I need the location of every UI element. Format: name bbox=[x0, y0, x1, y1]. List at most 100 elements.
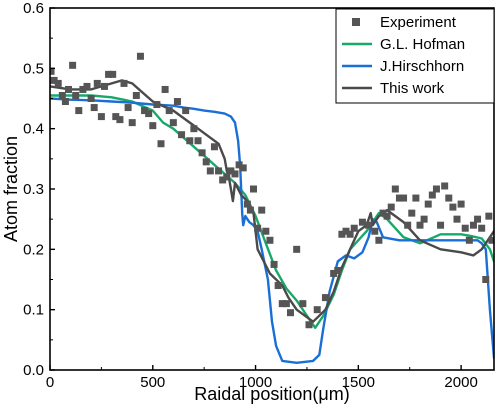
data-point-experiment bbox=[482, 276, 490, 283]
data-point-experiment bbox=[239, 164, 247, 172]
data-point-experiment bbox=[365, 221, 373, 229]
data-point-experiment bbox=[124, 104, 132, 112]
data-point-experiment bbox=[441, 182, 449, 190]
data-point-experiment bbox=[83, 82, 91, 90]
data-point-experiment bbox=[278, 300, 286, 308]
data-point-experiment bbox=[488, 236, 494, 244]
data-point-experiment bbox=[210, 143, 218, 151]
data-point-experiment bbox=[334, 266, 342, 274]
y-tick-label: 0.5 bbox=[23, 60, 44, 77]
data-point-experiment bbox=[420, 215, 428, 223]
data-point-experiment bbox=[266, 236, 274, 244]
data-point-experiment bbox=[250, 185, 257, 193]
data-point-experiment bbox=[153, 101, 161, 109]
data-point-experiment bbox=[109, 70, 117, 78]
data-point-experiment bbox=[186, 137, 194, 145]
data-point-experiment bbox=[371, 227, 379, 235]
data-point-experiment bbox=[182, 107, 190, 115]
data-point-experiment bbox=[72, 91, 80, 99]
y-tick-label: 0.1 bbox=[23, 302, 44, 319]
data-point-experiment bbox=[61, 98, 69, 106]
legend-label-experiment: Experiment bbox=[380, 14, 457, 31]
data-point-experiment bbox=[246, 206, 254, 214]
data-point-experiment bbox=[358, 218, 366, 226]
data-point-experiment bbox=[93, 79, 101, 87]
data-point-experiment bbox=[58, 91, 66, 99]
data-point-experiment bbox=[50, 67, 55, 75]
x-axis-title: Raidal position(μm) bbox=[194, 384, 349, 404]
data-point-experiment bbox=[330, 269, 338, 277]
x-tick-label: 1000 bbox=[239, 374, 272, 391]
data-point-experiment bbox=[338, 230, 346, 238]
data-point-experiment bbox=[469, 221, 477, 229]
data-point-experiment bbox=[416, 221, 424, 229]
data-point-experiment bbox=[395, 194, 403, 202]
y-tick-label: 0.0 bbox=[23, 362, 44, 379]
data-point-experiment bbox=[105, 70, 113, 78]
data-point-experiment bbox=[274, 282, 282, 290]
data-point-experiment bbox=[432, 185, 440, 193]
series-layer bbox=[50, 52, 494, 364]
x-tick-label: 1500 bbox=[342, 374, 375, 391]
data-point-experiment bbox=[219, 176, 227, 184]
data-point-experiment bbox=[178, 131, 186, 139]
y-tick-label: 0.4 bbox=[23, 121, 44, 138]
data-point-experiment bbox=[97, 113, 105, 121]
data-point-experiment bbox=[404, 221, 412, 229]
y-tick-label: 0.3 bbox=[23, 181, 44, 198]
data-point-experiment bbox=[313, 306, 321, 314]
data-point-experiment bbox=[391, 185, 399, 193]
data-point-experiment bbox=[412, 194, 420, 202]
data-point-experiment bbox=[90, 104, 98, 112]
data-point-experiment bbox=[149, 122, 157, 130]
data-point-experiment bbox=[254, 224, 262, 232]
series-line-g-l-hofman bbox=[50, 94, 494, 329]
data-point-experiment bbox=[157, 140, 165, 148]
x-tick-label: 500 bbox=[140, 374, 165, 391]
legend-label-this-work: This work bbox=[380, 80, 445, 97]
data-point-experiment bbox=[453, 215, 461, 223]
data-point-experiment bbox=[100, 82, 108, 90]
data-point-experiment bbox=[445, 194, 453, 202]
data-point-experiment bbox=[165, 107, 173, 115]
data-point-experiment bbox=[243, 200, 251, 208]
data-point-experiment bbox=[262, 227, 270, 235]
data-point-experiment bbox=[75, 107, 83, 115]
data-point-experiment bbox=[270, 260, 278, 268]
data-point-experiment bbox=[235, 161, 243, 169]
legend-marker-experiment bbox=[352, 18, 360, 26]
legend-label-hofman: G.L. Hofman bbox=[380, 36, 465, 53]
data-point-experiment bbox=[465, 236, 473, 244]
x-tick-label: 0 bbox=[46, 374, 54, 391]
data-point-experiment bbox=[198, 149, 206, 157]
data-point-experiment bbox=[428, 191, 436, 199]
data-point-experiment bbox=[299, 300, 307, 308]
data-point-experiment bbox=[79, 85, 87, 93]
data-point-experiment bbox=[400, 194, 408, 202]
data-point-experiment bbox=[485, 212, 493, 220]
series-line-j-hirschhorn bbox=[50, 97, 494, 364]
data-point-experiment bbox=[282, 300, 290, 308]
x-tick-label: 2000 bbox=[444, 374, 477, 391]
data-point-experiment bbox=[132, 91, 140, 99]
data-point-experiment bbox=[161, 85, 169, 93]
data-point-experiment bbox=[346, 230, 354, 238]
data-point-experiment bbox=[342, 227, 350, 235]
data-point-experiment bbox=[387, 203, 395, 211]
data-point-experiment bbox=[69, 61, 77, 69]
data-point-experiment bbox=[87, 95, 95, 102]
data-point-experiment bbox=[258, 206, 266, 214]
data-point-experiment bbox=[305, 321, 313, 329]
ticks-layer: 0 500 1000 1500 2000 0.0 0.1 0.2 0.3 0.4 0.5 0.6 bbox=[23, 0, 478, 391]
data-point-experiment bbox=[136, 52, 144, 60]
legend-label-hirschhorn: J.Hirschhorn bbox=[380, 58, 464, 75]
data-point-experiment bbox=[215, 167, 223, 175]
data-point-experiment bbox=[231, 170, 239, 178]
data-point-experiment bbox=[350, 224, 358, 232]
data-point-experiment bbox=[173, 98, 181, 106]
y-axis-title: Atom fraction bbox=[1, 136, 21, 242]
data-point-experiment bbox=[223, 173, 231, 181]
data-point-experiment bbox=[383, 212, 391, 220]
data-point-experiment bbox=[478, 224, 486, 232]
